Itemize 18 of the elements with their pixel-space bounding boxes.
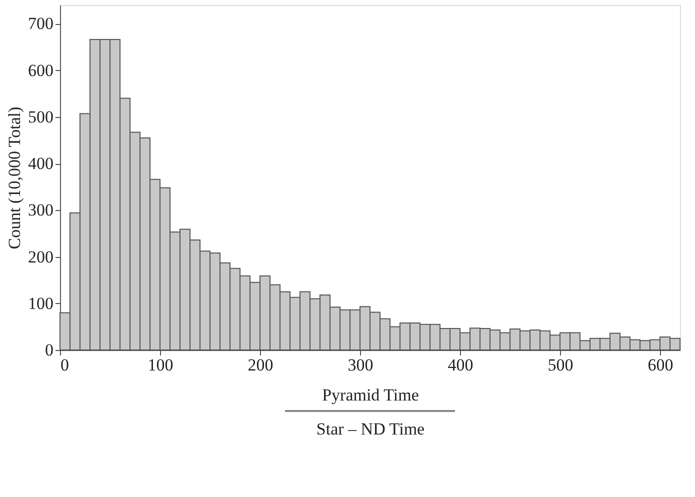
y-tick-label: 100: [28, 294, 54, 313]
y-tick-label: 500: [28, 107, 54, 126]
x-tick-label: 100: [148, 356, 174, 374]
x-tick-label: 200: [248, 356, 274, 374]
y-tick-label: 200: [28, 247, 54, 266]
x-tick-label: 500: [548, 356, 574, 374]
x-tick-label: 0: [60, 356, 69, 374]
x-tick-label: 400: [448, 356, 474, 374]
y-tick-label: 300: [28, 200, 54, 220]
text: Star – ND Time: [316, 420, 425, 438]
y-tick-label: 400: [28, 154, 54, 174]
y-axis-title: Count (10,000 Total): [5, 106, 24, 250]
text: Pyramid Time: [322, 386, 419, 404]
y-tick-label: 600: [28, 60, 54, 80]
x-tick-label: 600: [648, 356, 674, 374]
x-tick-label: 300: [348, 356, 374, 374]
y-tick-label: 0: [45, 340, 54, 360]
y-tick-label: 700: [28, 14, 54, 34]
